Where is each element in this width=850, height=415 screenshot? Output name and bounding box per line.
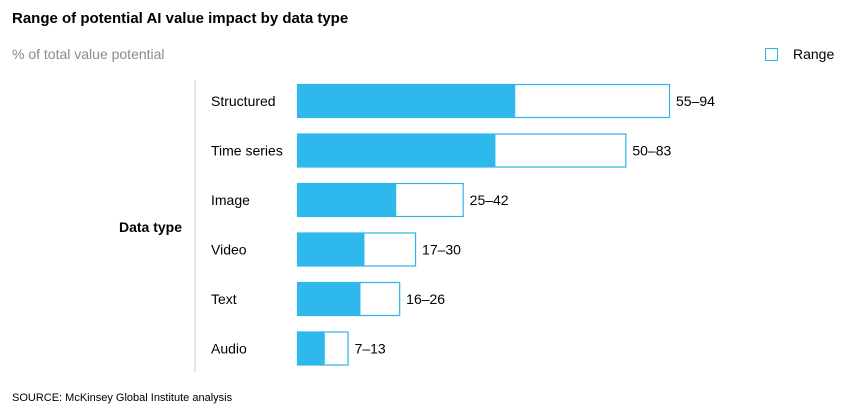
low-value-bar xyxy=(297,84,516,118)
value-label: 7–13 xyxy=(355,341,386,357)
category-label: Structured xyxy=(211,93,276,109)
chart-subtitle: % of total value potential xyxy=(12,46,165,62)
legend: Range xyxy=(765,46,834,62)
value-label: 16–26 xyxy=(406,291,445,307)
chart-title: Range of potential AI value impact by da… xyxy=(12,10,349,27)
legend-swatch-range xyxy=(765,47,778,61)
source-note: SOURCE: McKinsey Global Institute analys… xyxy=(12,392,233,404)
low-value-bar xyxy=(297,331,325,366)
bar-chart: Data type Structured 55–94 Time series 50–8… xyxy=(119,80,715,372)
value-label: 50–83 xyxy=(632,143,671,159)
low-value-bar xyxy=(297,232,365,267)
legend-label-range: Range xyxy=(793,46,835,62)
category-label: Time series xyxy=(211,143,283,159)
low-value-bar xyxy=(297,183,397,217)
category-label: Image xyxy=(211,192,250,208)
value-label: 25–42 xyxy=(470,192,509,208)
low-value-bar xyxy=(297,133,496,168)
category-label: Video xyxy=(211,242,247,258)
value-label: 17–30 xyxy=(422,242,461,258)
bars-group: Structured 55–94 Time series 50–83 Image 25–4… xyxy=(211,83,715,366)
y-axis-title: Data type xyxy=(119,219,182,235)
category-label: Audio xyxy=(211,341,247,357)
value-label: 55–94 xyxy=(676,93,715,109)
category-label: Text xyxy=(211,291,237,307)
low-value-bar xyxy=(297,282,361,316)
